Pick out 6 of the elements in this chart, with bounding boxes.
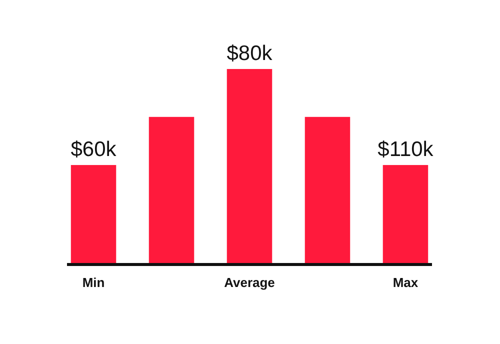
x-tick-label: Max [392, 275, 419, 290]
x-tick-label: Average [224, 275, 275, 290]
annotation: $80k [226, 42, 273, 65]
annotation: $110k [378, 138, 434, 162]
x-tick-label: Min [82, 275, 105, 290]
annotation: $60k [70, 138, 117, 162]
